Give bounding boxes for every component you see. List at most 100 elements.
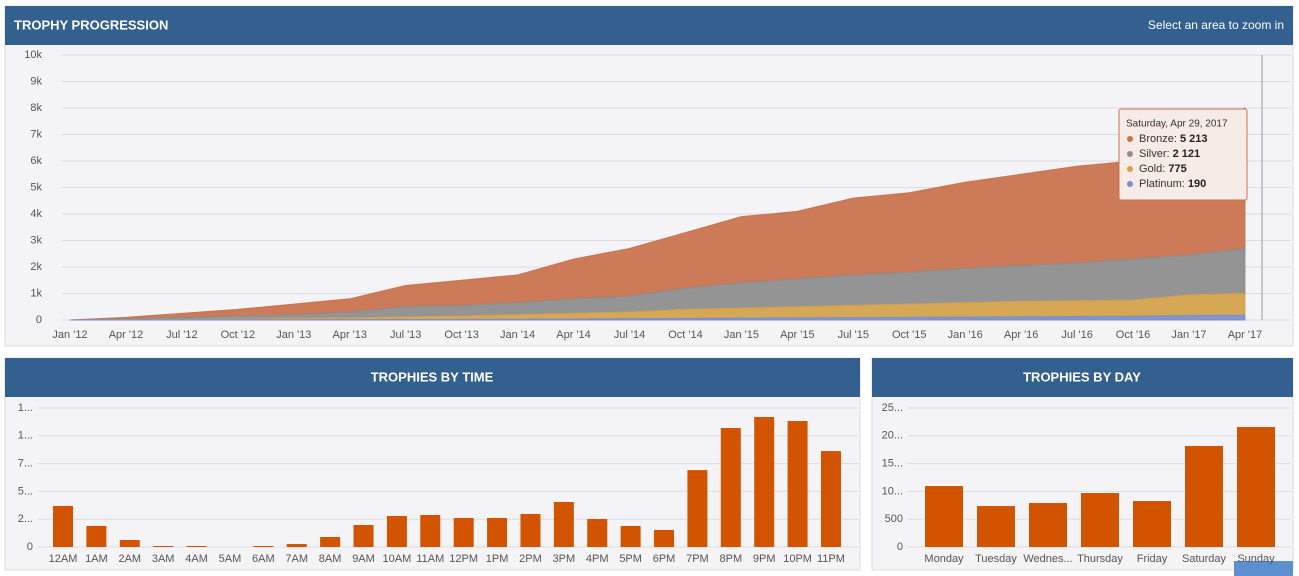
x-tick-label: 7AM (285, 553, 308, 565)
x-tick-label: 1PM (486, 553, 509, 565)
bar (453, 517, 474, 547)
tooltip-item: Silver: 2 121 (1139, 148, 1200, 160)
tooltip-value: 2 121 (1173, 148, 1201, 160)
y-tick-label: 15... (882, 458, 903, 470)
x-tick-label: Apr '14 (556, 329, 591, 341)
bar (186, 545, 207, 547)
x-tick-label: 6AM (252, 553, 275, 565)
x-tick-label: Tuesday (975, 553, 1017, 565)
x-tick-label: 6PM (653, 553, 676, 565)
x-tick-label: 8AM (319, 553, 342, 565)
bar (1237, 427, 1275, 547)
bar (620, 525, 641, 547)
y-tick-label: 2... (18, 513, 33, 525)
bar (286, 543, 307, 547)
x-tick-label: 7PM (686, 553, 709, 565)
y-tick-label: 3k (30, 234, 42, 246)
bar (153, 545, 174, 547)
x-tick-label: Jul '12 (166, 329, 197, 341)
y-tick-label: 4k (30, 208, 42, 220)
bar (520, 513, 541, 547)
chart-title: TROPHY PROGRESSION (14, 17, 168, 32)
x-tick-label: 3AM (152, 553, 175, 565)
bar (553, 501, 574, 547)
bar (587, 518, 608, 547)
y-tick-label: 500 (885, 513, 903, 525)
x-tick-label: 4AM (185, 553, 208, 565)
x-tick-label: Jan '16 (948, 329, 983, 341)
bar (386, 515, 407, 547)
bar (1185, 445, 1223, 547)
x-tick-label: 3PM (553, 553, 576, 565)
x-tick-label: Wednes... (1023, 553, 1072, 565)
y-tick-label: 5... (18, 485, 33, 497)
x-tick-label: Jul '13 (390, 329, 421, 341)
y-tick-label: 25... (882, 402, 903, 414)
x-tick-label: 11PM (817, 553, 845, 565)
y-tick-label: 0 (27, 541, 33, 553)
tooltip-dot (1127, 166, 1133, 172)
y-tick-label: 20... (882, 430, 903, 442)
tooltip-box (1118, 108, 1248, 201)
x-tick-label: 10AM (383, 553, 412, 565)
x-tick-label: Jul '14 (614, 329, 645, 341)
x-tick-label: Jan '17 (1171, 329, 1206, 341)
panel-header (872, 358, 1293, 397)
bar (654, 529, 675, 547)
x-tick-label: Saturday (1182, 553, 1227, 565)
x-tick-label: 10PM (783, 553, 812, 565)
chart-title: TROPHIES BY DAY (1023, 369, 1141, 384)
bar (487, 517, 508, 547)
x-tick-label: 5AM (219, 553, 242, 565)
x-tick-label: Apr '13 (332, 329, 367, 341)
y-tick-label: 7... (18, 458, 33, 470)
x-tick-label: Apr '17 (1228, 329, 1263, 341)
tooltip-dot (1127, 136, 1133, 142)
bar (253, 545, 274, 547)
x-tick-label: Oct '13 (444, 329, 479, 341)
y-tick-label: 1k (30, 287, 42, 299)
tooltip-label: Platinum: (1139, 178, 1188, 190)
bar (925, 486, 963, 547)
panel-header (5, 358, 860, 397)
button[interactable] (1234, 561, 1293, 576)
y-tick-label: 0 (897, 541, 903, 553)
y-tick-label: 9k (30, 75, 42, 87)
bar (720, 428, 741, 547)
bar (119, 539, 140, 547)
x-tick-label: 1AM (85, 553, 108, 565)
x-tick-label: Oct '16 (1116, 329, 1151, 341)
tooltip-label: Silver: (1139, 148, 1173, 160)
panel-header (5, 6, 1293, 45)
y-tick-label: 10... (882, 485, 903, 497)
x-tick-label: Sunday (1237, 553, 1275, 565)
y-tick-label: 10k (24, 49, 42, 61)
y-tick-label: 5k (30, 181, 42, 193)
zoom-hint: Select an area to zoom in (1148, 18, 1284, 32)
y-tick-label: 2k (30, 261, 42, 273)
x-tick-label: 12PM (449, 553, 478, 565)
tooltip-item: Platinum: 190 (1139, 178, 1206, 190)
x-tick-label: Jul '15 (838, 329, 869, 341)
tooltip-value: 775 (1168, 163, 1186, 175)
bar (353, 524, 374, 547)
y-tick-label: 8k (30, 102, 42, 114)
bar (1081, 493, 1119, 547)
bar (787, 421, 808, 547)
bar (687, 470, 708, 547)
y-tick-label: 0 (36, 314, 42, 326)
x-tick-label: 4PM (586, 553, 609, 565)
x-tick-label: Jan '15 (724, 329, 759, 341)
x-tick-label: 2AM (118, 553, 141, 565)
x-tick-label: 9AM (352, 553, 375, 565)
tooltip-item: Gold: 775 (1139, 163, 1187, 175)
y-tick-label: 1... (18, 430, 33, 442)
tooltip-value: 5 213 (1180, 133, 1208, 145)
x-tick-label: Jan '14 (500, 329, 535, 341)
chart-title: TROPHIES BY TIME (371, 369, 494, 384)
tooltip-dot (1127, 151, 1133, 157)
bar (977, 506, 1015, 547)
tooltip-value: 190 (1188, 178, 1206, 190)
x-tick-label: 11AM (416, 553, 444, 565)
